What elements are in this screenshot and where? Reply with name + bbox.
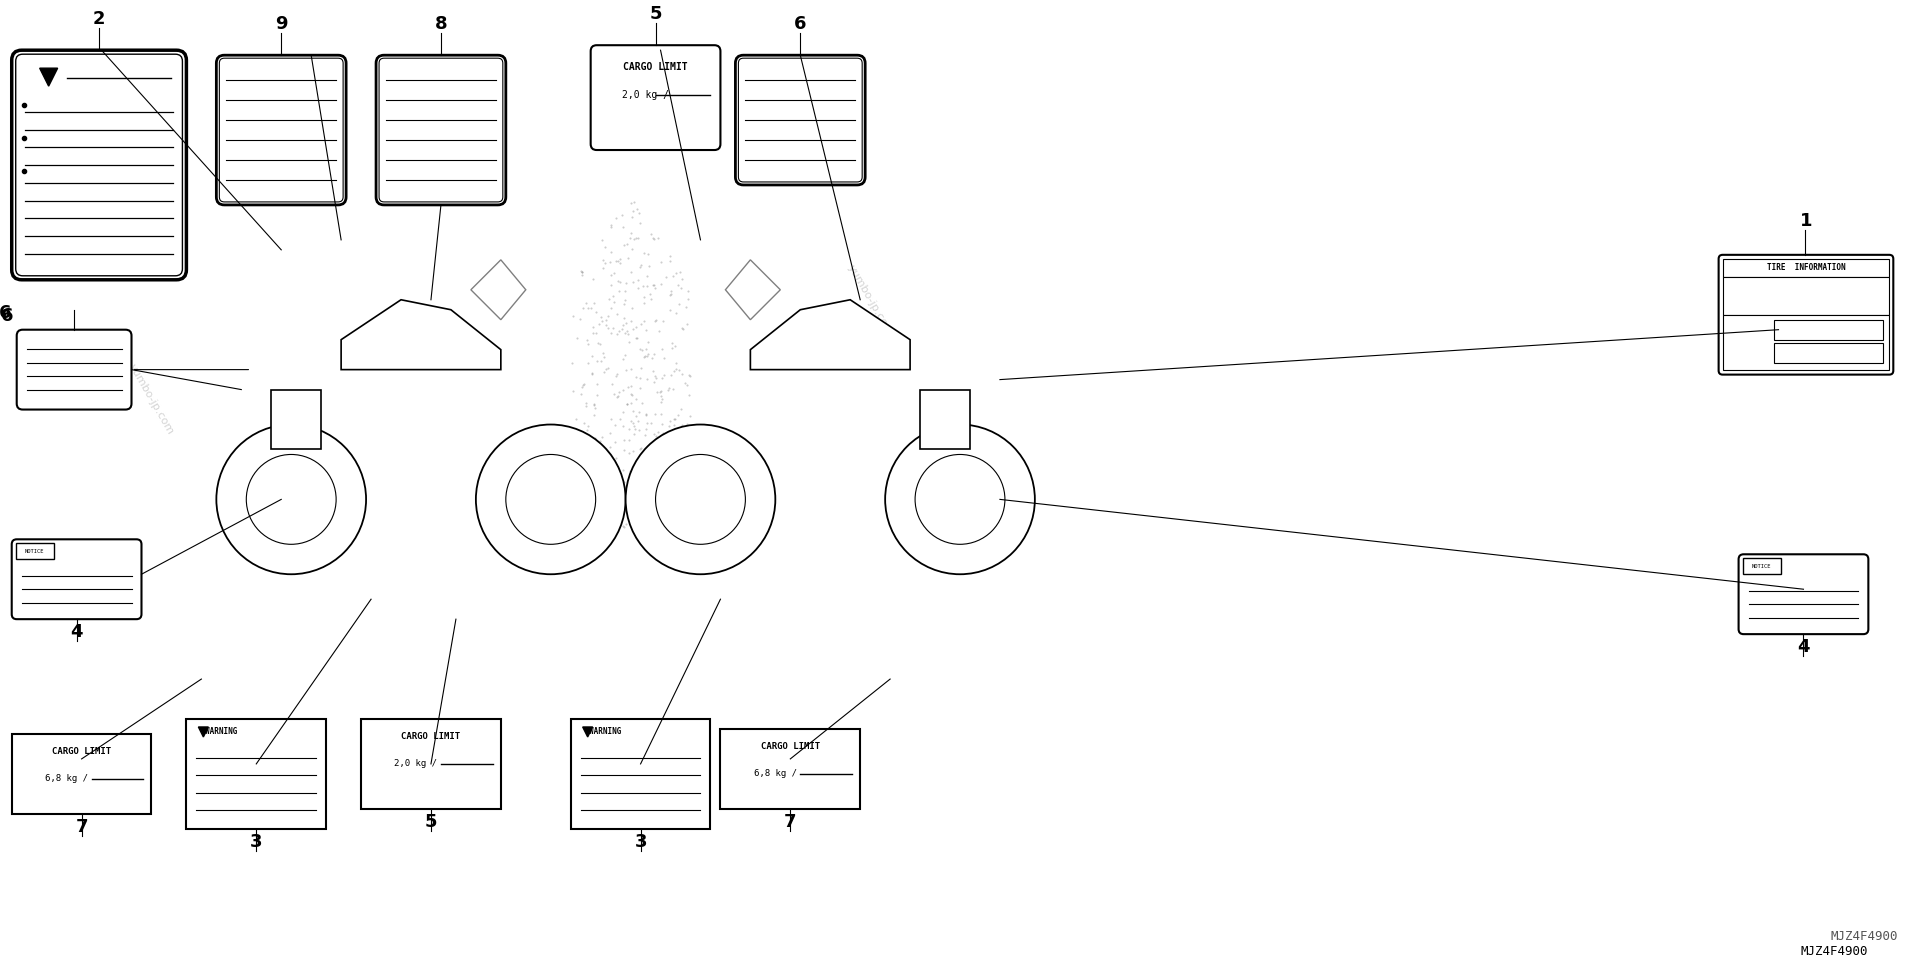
Text: 8: 8 xyxy=(434,15,448,34)
Polygon shape xyxy=(342,300,501,370)
Circle shape xyxy=(505,455,596,544)
Bar xyxy=(361,719,501,809)
Text: 9: 9 xyxy=(275,15,288,34)
Bar xyxy=(1723,259,1890,277)
Text: CARGO LIMIT: CARGO LIMIT xyxy=(52,748,111,756)
Text: 4: 4 xyxy=(1798,638,1810,656)
FancyBboxPatch shape xyxy=(12,50,186,280)
Bar xyxy=(1742,558,1781,575)
Circle shape xyxy=(914,455,1005,544)
Text: 5: 5 xyxy=(649,5,663,23)
Bar xyxy=(720,729,861,809)
Text: CARGO LIMIT: CARGO LIMIT xyxy=(622,62,688,72)
Bar xyxy=(1773,343,1883,362)
Text: TIRE  INFORMATION: TIRE INFORMATION xyxy=(1767,263,1846,272)
FancyBboxPatch shape xyxy=(15,54,182,276)
FancyBboxPatch shape xyxy=(378,59,503,202)
Bar xyxy=(1773,320,1883,339)
FancyBboxPatch shape xyxy=(738,59,863,182)
Text: yumbo-jp.com: yumbo-jp.com xyxy=(676,462,724,536)
Text: 2,0 kg /: 2,0 kg / xyxy=(622,90,669,100)
Circle shape xyxy=(217,425,367,575)
Text: MJZ4F4900: MJZ4F4900 xyxy=(1800,945,1869,957)
Circle shape xyxy=(655,455,745,544)
FancyBboxPatch shape xyxy=(1719,255,1894,375)
Text: 6,8 kg /: 6,8 kg / xyxy=(44,775,88,783)
Polygon shape xyxy=(40,68,58,86)
Text: 2: 2 xyxy=(92,11,106,28)
Text: NOTICE: NOTICE xyxy=(1752,564,1771,569)
Circle shape xyxy=(476,425,626,575)
FancyBboxPatch shape xyxy=(377,55,505,205)
Text: 7: 7 xyxy=(784,813,797,830)
Bar xyxy=(920,389,970,450)
Polygon shape xyxy=(751,300,911,370)
Text: 7: 7 xyxy=(75,818,88,836)
Text: MJZ4F4900: MJZ4F4900 xyxy=(1831,929,1898,943)
FancyBboxPatch shape xyxy=(217,55,346,205)
Bar xyxy=(186,719,327,828)
FancyBboxPatch shape xyxy=(1739,554,1869,634)
Bar xyxy=(271,389,321,450)
Text: 6: 6 xyxy=(0,307,13,325)
Bar xyxy=(1723,277,1890,314)
Bar xyxy=(15,543,54,559)
Text: NOTICE: NOTICE xyxy=(25,549,44,554)
Bar xyxy=(12,734,152,814)
Text: yumbo-jp.com: yumbo-jp.com xyxy=(127,362,177,436)
FancyBboxPatch shape xyxy=(736,55,864,185)
Text: WARNING: WARNING xyxy=(590,727,622,736)
Bar xyxy=(571,719,711,828)
Bar xyxy=(1723,314,1890,370)
Text: 6: 6 xyxy=(793,15,807,34)
Polygon shape xyxy=(198,727,207,737)
FancyBboxPatch shape xyxy=(219,59,344,202)
Text: 4: 4 xyxy=(71,623,83,641)
Text: 1: 1 xyxy=(1800,211,1812,230)
Circle shape xyxy=(626,425,776,575)
Circle shape xyxy=(886,425,1035,575)
Polygon shape xyxy=(582,727,594,737)
Text: 3: 3 xyxy=(634,833,647,850)
Text: 6: 6 xyxy=(0,304,12,322)
Polygon shape xyxy=(471,259,526,320)
Polygon shape xyxy=(726,259,780,320)
Text: WARNING: WARNING xyxy=(206,727,238,736)
Text: 5: 5 xyxy=(425,813,438,830)
Text: 6,8 kg /: 6,8 kg / xyxy=(753,770,797,778)
Text: 2,0 kg /: 2,0 kg / xyxy=(394,759,438,769)
FancyBboxPatch shape xyxy=(17,330,131,409)
Circle shape xyxy=(246,455,336,544)
Text: CARGO LIMIT: CARGO LIMIT xyxy=(401,732,461,742)
FancyBboxPatch shape xyxy=(590,45,720,150)
Text: 3: 3 xyxy=(250,833,263,850)
Text: CARGO LIMIT: CARGO LIMIT xyxy=(761,743,820,752)
Text: yumbo-jp.com: yumbo-jp.com xyxy=(845,262,895,337)
FancyBboxPatch shape xyxy=(12,539,142,619)
